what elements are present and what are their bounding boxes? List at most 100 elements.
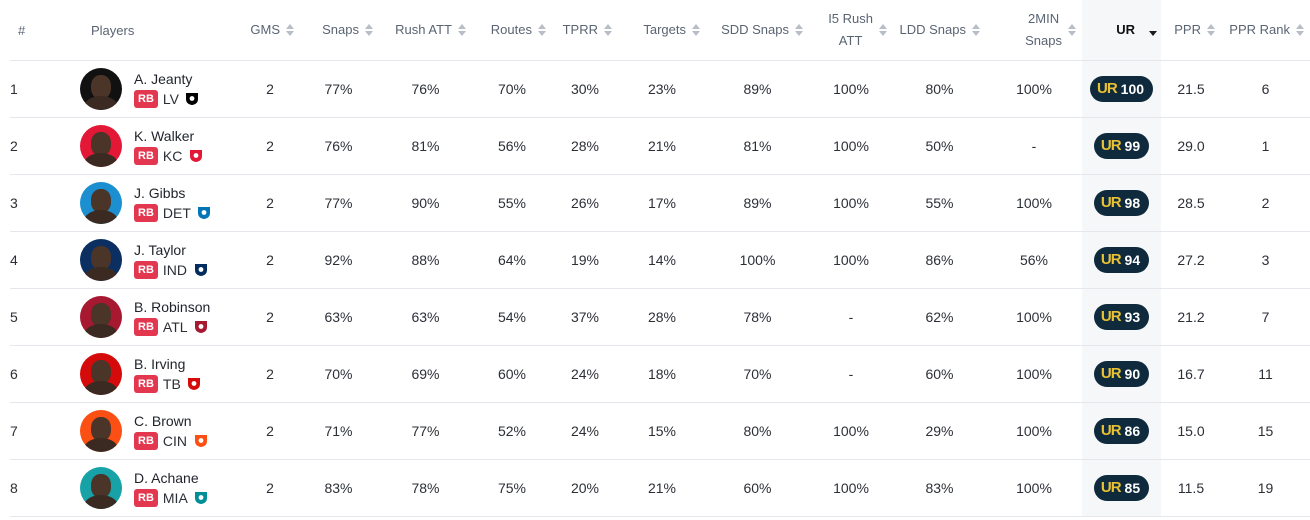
2min-snaps-cell: 100% [986,402,1082,460]
rank-cell: 5 [10,288,49,346]
ur-cell: UR 93 [1082,288,1161,346]
ur-cell: UR 98 [1082,174,1161,232]
col-header-tprr[interactable]: TPRR [552,0,618,61]
sort-icon [795,24,803,36]
col-header-ldd-snaps[interactable]: LDD Snaps [893,0,986,61]
table-row[interactable]: 6 B. Irving RB TB 2 70% 69% 60% 24% 18% … [10,345,1310,403]
col-header-ppr-rank[interactable]: PPR Rank [1221,0,1310,61]
table-row[interactable]: 4 J. Taylor RB IND 2 92% 88% 64% 19% 14%… [10,231,1310,289]
player-name[interactable]: B. Robinson [134,298,211,315]
gms-cell: 2 [242,288,298,346]
col-header-routes[interactable]: Routes [472,0,552,61]
table-row[interactable]: 8 D. Achane RB MIA 2 83% 78% 75% 20% 21%… [10,459,1310,517]
table-row[interactable]: 2 K. Walker RB KC 2 76% 81% 56% 28% 21% … [10,117,1310,175]
ldd-snaps-cell: 86% [893,231,986,289]
2min-snaps-cell: 100% [986,60,1082,118]
snaps-cell: 76% [298,117,379,175]
col-header-snaps[interactable]: Snaps [298,0,379,61]
position-badge: RB [134,488,158,507]
col-header-ppr[interactable]: PPR [1161,0,1221,61]
player-avatar [80,353,122,395]
col-header-rush-att[interactable]: Rush ATT [379,0,472,61]
ur-logo-icon: UR [1100,194,1122,211]
player-cell[interactable]: A. Jeanty RB LV [49,60,242,118]
player-cell[interactable]: K. Walker RB KC [49,117,242,175]
position-badge: RB [134,260,158,279]
2min-snaps-cell: - [986,117,1082,175]
player-name[interactable]: D. Achane [134,469,199,486]
chiefs-arrowhead-icon [187,148,204,163]
player-name[interactable]: J. Taylor [134,241,186,258]
ppr-rank-cell: 15 [1221,402,1310,460]
player-cell[interactable]: J. Gibbs RB DET [49,174,242,232]
i5-rush-att-cell: 100% [809,60,893,118]
player-name[interactable]: K. Walker [134,127,195,144]
player-name[interactable]: J. Gibbs [134,184,186,201]
player-cell[interactable]: J. Taylor RB IND [49,231,242,289]
player-name[interactable]: C. Brown [134,412,192,429]
rank-cell: 2 [10,117,49,175]
gms-cell: 2 [242,174,298,232]
col-header-i5-rush-att[interactable]: I5 Rush ATT [809,0,893,61]
2min-snaps-cell: 56% [986,231,1082,289]
sort-icon [1207,24,1215,36]
rush-att-cell: 90% [379,174,472,232]
targets-cell: 15% [618,402,706,460]
ur-score-badge: UR 86 [1093,418,1150,444]
team-abbr: TB [162,375,181,392]
team-abbr: KC [162,147,183,164]
i5-rush-att-cell: 100% [809,174,893,232]
ppr-cell: 21.5 [1161,60,1221,118]
ppr-cell: 11.5 [1161,459,1221,517]
rank-cell: 6 [10,345,49,403]
rush-att-cell: 81% [379,117,472,175]
rush-att-cell: 77% [379,402,472,460]
player-avatar [80,125,122,167]
ur-cell: UR 100 [1082,60,1161,118]
position-badge: RB [134,146,158,165]
i5-rush-att-cell: 100% [809,402,893,460]
table-row[interactable]: 3 J. Gibbs RB DET 2 77% 90% 55% 26% 17% … [10,174,1310,232]
col-header-sdd-snaps[interactable]: SDD Snaps [706,0,809,61]
colts-horseshoe-icon [192,262,209,277]
player-cell[interactable]: D. Achane RB MIA [49,459,242,517]
routes-cell: 70% [472,60,552,118]
player-cell[interactable]: C. Brown RB CIN [49,402,242,460]
col-header-ur[interactable]: UR [1082,0,1161,61]
rank-cell: 3 [10,174,49,232]
targets-cell: 21% [618,117,706,175]
ur-cell: UR 94 [1082,231,1161,289]
ppr-cell: 16.7 [1161,345,1221,403]
player-cell[interactable]: B. Robinson RB ATL [49,288,242,346]
team-abbr: IND [162,261,188,278]
sort-icon [1296,24,1304,36]
table-row[interactable]: 1 A. Jeanty RB LV 2 77% 76% 70% 30% 23% … [10,60,1310,118]
col-header-2min-snaps[interactable]: 2MIN Snaps [986,0,1082,61]
table-row[interactable]: 5 B. Robinson RB ATL 2 63% 63% 54% 37% 2… [10,288,1310,346]
ur-score-badge: UR 93 [1093,304,1150,330]
snaps-cell: 63% [298,288,379,346]
player-cell[interactable]: B. Irving RB TB [49,345,242,403]
col-header-targets[interactable]: Targets [618,0,706,61]
rank-cell: 1 [10,60,49,118]
col-header-gms[interactable]: GMS [242,0,298,61]
ldd-snaps-cell: 55% [893,174,986,232]
ppr-rank-cell: 19 [1221,459,1310,517]
player-name[interactable]: A. Jeanty [134,70,193,87]
routes-cell: 55% [472,174,552,232]
table-row[interactable]: 7 C. Brown RB CIN 2 71% 77% 52% 24% 15% … [10,402,1310,460]
col-header-num: # [18,22,26,38]
tprr-cell: 37% [552,288,618,346]
rank-cell: 4 [10,231,49,289]
targets-cell: 21% [618,459,706,517]
i5-rush-att-cell: - [809,288,893,346]
player-name[interactable]: B. Irving [134,355,186,372]
routes-cell: 60% [472,345,552,403]
ppr-cell: 28.5 [1161,174,1221,232]
ur-logo-icon: UR [1100,365,1122,382]
sort-icon [879,24,887,36]
table-header-row: # Players GMS Snaps Rush ATT Routes TPRR… [10,0,1310,61]
rank-cell: 7 [10,402,49,460]
tprr-cell: 24% [552,402,618,460]
gms-cell: 2 [242,345,298,403]
